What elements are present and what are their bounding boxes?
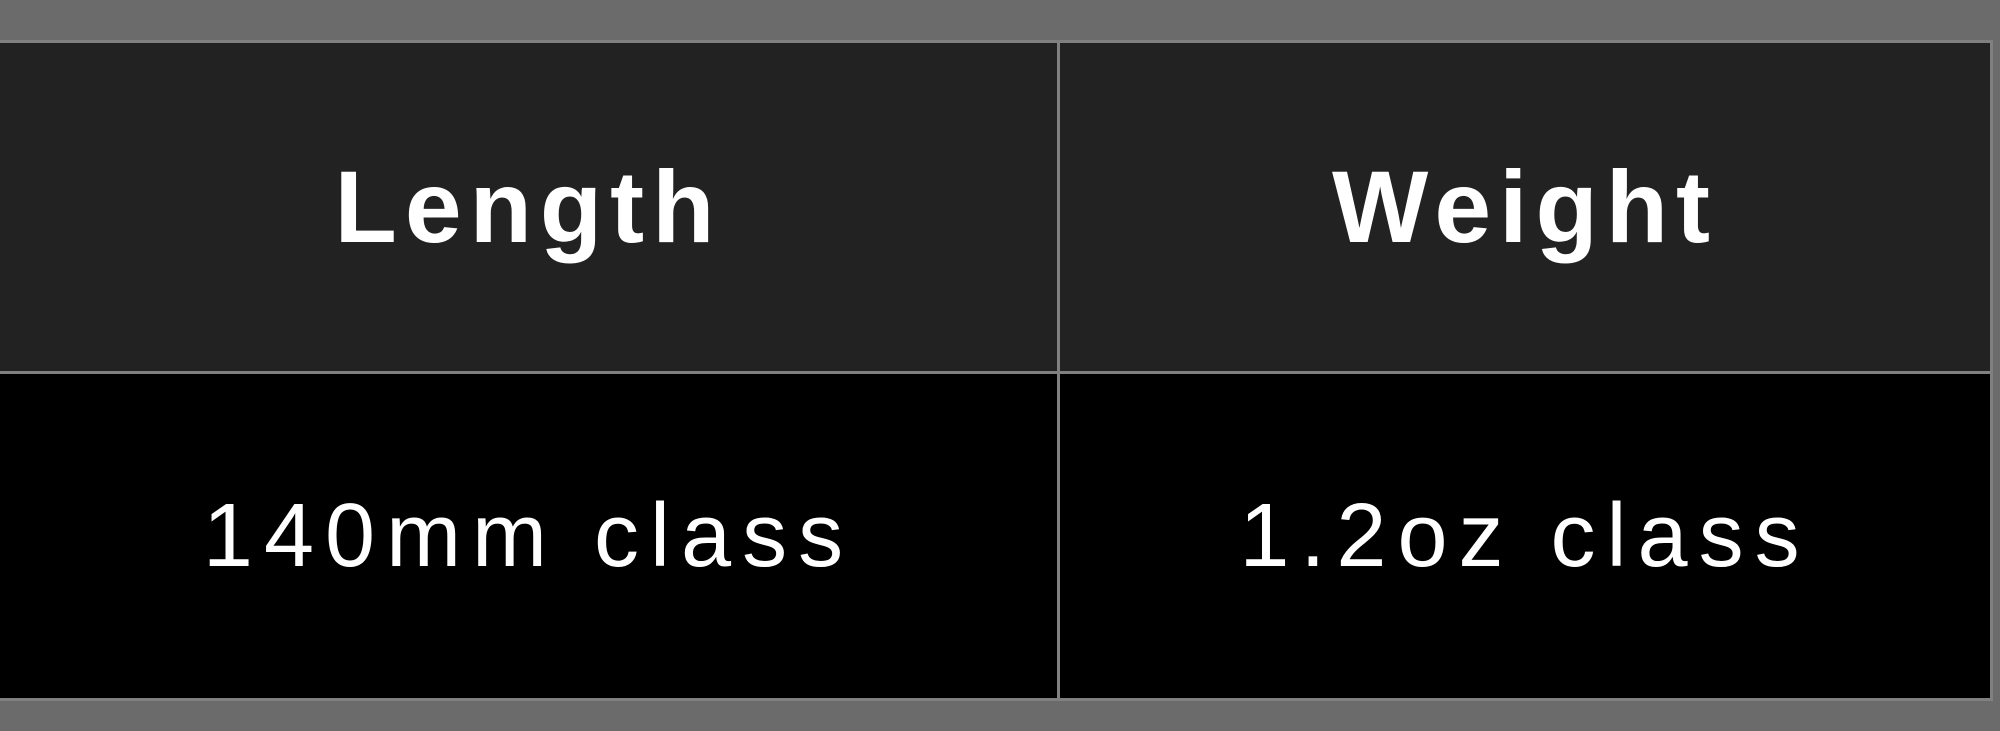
cell-length: 140mm class — [0, 371, 1060, 701]
table-row: 140mm class 1.2oz class — [0, 371, 1993, 701]
header-row: Length Weight — [0, 40, 1993, 374]
header-weight: Weight — [1057, 40, 1993, 374]
header-length: Length — [0, 40, 1060, 374]
cell-weight: 1.2oz class — [1057, 371, 1993, 701]
spec-table: Length Weight 140mm class 1.2oz class — [0, 40, 1993, 701]
